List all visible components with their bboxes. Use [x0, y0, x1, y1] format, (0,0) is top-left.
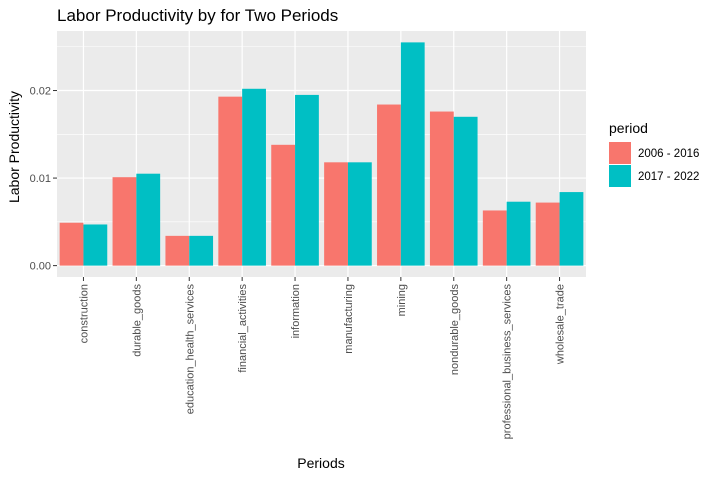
- bar-nondurable_goods-series-2: [453, 116, 478, 266]
- legend: period 2006 - 2016 2017 - 2022: [609, 120, 699, 187]
- bar-durable_goods-series-1: [112, 177, 137, 266]
- x-tick-label: nondurable_goods: [449, 284, 461, 376]
- bar-mining-series-2: [400, 42, 425, 266]
- x-axis-title: Periods: [297, 455, 344, 471]
- y-axis-title: Labor Productivity: [6, 91, 22, 203]
- bar-durable_goods-series-2: [136, 173, 161, 266]
- legend-key-1: [609, 142, 631, 164]
- y-tick-label: 0.02: [30, 86, 51, 98]
- x-tick-label: durable_goods: [131, 284, 143, 357]
- bar-professional_business_services-series-1: [482, 210, 507, 266]
- legend-items: 2006 - 2016 2017 - 2022: [609, 142, 699, 187]
- legend-key-2: [609, 165, 631, 187]
- x-tick-label: mining: [396, 284, 408, 316]
- bar-construction-series-2: [83, 224, 108, 266]
- x-tick-label: wholesale_trade: [555, 284, 567, 365]
- bar-manufacturing-series-1: [324, 162, 348, 266]
- bar-financial_activities-series-2: [242, 88, 266, 266]
- bar-professional_business_services-series-2: [506, 201, 531, 266]
- x-tick-label: education_health_services: [184, 284, 196, 415]
- bar-education_health_services-series-2: [189, 235, 214, 266]
- bar-mining-series-1: [377, 104, 401, 266]
- x-tick-label: financial_activities: [237, 284, 249, 373]
- x-tick-label: information: [290, 284, 302, 338]
- legend-title: period: [609, 120, 648, 136]
- bar-nondurable_goods-series-1: [429, 111, 454, 266]
- bar-manufacturing-series-2: [347, 162, 372, 266]
- bar-wholesale_trade-series-1: [535, 202, 560, 266]
- legend-label-2: 2017 - 2022: [638, 171, 699, 183]
- bar-information-series-2: [295, 94, 319, 266]
- bar-information-series-1: [271, 144, 296, 266]
- bar-construction-series-1: [59, 222, 84, 266]
- x-tick-label: manufacturing: [343, 284, 355, 354]
- bar-layer: [59, 42, 584, 266]
- y-tick-label: 0.00: [30, 261, 51, 273]
- x-tick-label: professional_business_services: [502, 284, 514, 440]
- y-tick-label: 0.01: [30, 173, 51, 185]
- axis-layer: 0.00 0.01 0.02 construction durable_goods edu…: [30, 86, 567, 440]
- bar-wholesale_trade-series-2: [559, 192, 584, 266]
- bar-financial_activities-series-1: [218, 96, 243, 266]
- chart-title: Labor Productivity by for Two Periods: [57, 6, 338, 25]
- bar-education_health_services-series-1: [165, 235, 190, 266]
- x-tick-label: construction: [78, 284, 90, 343]
- legend-label-1: 2006 - 2016: [638, 148, 699, 160]
